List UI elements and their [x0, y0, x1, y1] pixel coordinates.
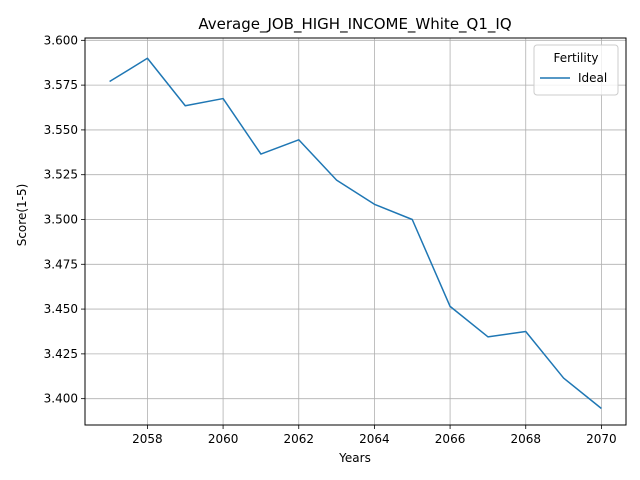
- legend-label-ideal: Ideal: [578, 71, 607, 85]
- x-tick-label: 2058: [132, 432, 163, 446]
- legend: Fertility Ideal: [533, 44, 619, 96]
- y-axis-ticks: 3.400 3.425 3.450 3.475 3.500 3.525 3.550 3.575…: [44, 33, 85, 406]
- y-tick-label: 3.525: [44, 168, 78, 182]
- legend-box: [533, 44, 619, 96]
- chart-title: Average_JOB_HIGH_INCOME_White_Q1_IQ: [198, 15, 511, 34]
- y-tick-label: 3.575: [44, 78, 78, 92]
- y-tick-label: 3.475: [44, 257, 78, 271]
- x-tick-label: 2070: [586, 432, 617, 446]
- series-line-ideal: [109, 57, 602, 410]
- x-axis-label: Years: [338, 451, 371, 465]
- y-tick-label: 3.450: [44, 302, 78, 316]
- x-tick-label: 2068: [510, 432, 541, 446]
- x-tick-label: 2062: [283, 432, 314, 446]
- series-lines: [109, 57, 602, 410]
- y-tick-label: 3.425: [44, 347, 78, 361]
- y-tick-label: 3.550: [44, 123, 78, 137]
- y-tick-label: 3.600: [44, 33, 78, 47]
- x-tick-label: 2066: [435, 432, 466, 446]
- x-tick-label: 2060: [208, 432, 239, 446]
- x-axis-ticks: 2058 2060 2062 2064 2066 2068 2070: [132, 425, 617, 446]
- plot-area-frame: [84, 37, 627, 426]
- y-tick-label: 3.400: [44, 392, 78, 406]
- x-tick-label: 2064: [359, 432, 390, 446]
- grid: [85, 38, 626, 425]
- y-axis-label: Score(1-5): [15, 184, 29, 247]
- y-tick-label: 3.500: [44, 212, 78, 226]
- legend-title: Fertility: [553, 51, 598, 65]
